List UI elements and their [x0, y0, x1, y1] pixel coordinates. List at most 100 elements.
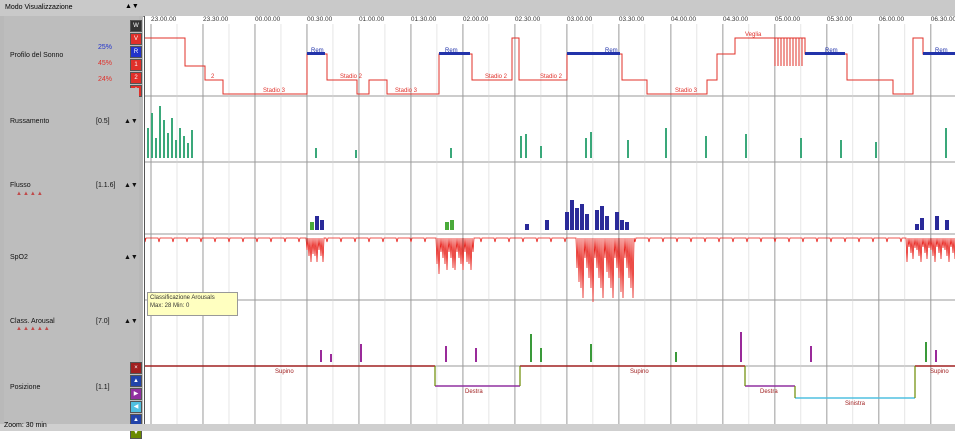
time-tick-label: 05.00.00: [774, 16, 801, 23]
position-text: Destra: [465, 389, 483, 395]
flow-event-bar: [445, 222, 449, 230]
arousal-mark: [675, 352, 677, 362]
position-text: Supino: [630, 369, 649, 375]
rem-bar: [567, 52, 620, 55]
arousal-scale: [7.0]: [96, 318, 110, 325]
stage-button-w[interactable]: W: [130, 20, 142, 32]
stage-button-v[interactable]: V: [130, 33, 142, 45]
arousal-mark: [475, 348, 477, 362]
flow-label: Flusso: [10, 182, 31, 189]
snore-bar: [171, 118, 173, 158]
snore-bar: [191, 130, 193, 158]
arousal-tooltip-values: Max: 28 Min: 0: [150, 303, 190, 309]
arousal-mark: [925, 342, 927, 362]
arousal-mark: [590, 344, 592, 362]
stage-label: Stadio 3: [395, 88, 418, 94]
flow-event-bar: [625, 222, 629, 230]
signal-traces: 2 Stadio 3 Stadio 2 Stadio 3 Rem Rem Rem Rem Rem…: [145, 24, 955, 424]
flow-row: Flusso ▲▲▲▲ [1.1.6] ▲▼: [4, 154, 139, 227]
stage-label: Rem: [605, 48, 618, 54]
snore-bar: [590, 132, 592, 158]
stage-label: Stadio 3: [263, 88, 286, 94]
bottom-scrollbar[interactable]: Zoom: 30 min: [0, 422, 955, 431]
time-tick-label: 03.00.00: [566, 16, 593, 23]
stage-button-r[interactable]: R: [130, 46, 142, 58]
display-mode-label[interactable]: Modo Visualizzazione: [5, 4, 73, 11]
snore-bar: [179, 128, 181, 158]
stage-button-1[interactable]: 1: [130, 59, 142, 71]
flow-event-bar: [615, 212, 619, 230]
arousal-scale-arrows[interactable]: ▲▼: [124, 318, 138, 325]
snore-bar: [183, 136, 185, 158]
arousal-tooltip-title: Classificazione Arousals: [150, 295, 215, 301]
arousal-mark: [320, 350, 322, 362]
time-tick-label: 02.00.00: [462, 16, 489, 23]
snore-bar: [705, 136, 707, 158]
flow-event-bar: [575, 208, 579, 230]
sleep-profile-row: Profilo del Sonno 25% 45% 24% W V R 1 2 …: [4, 16, 142, 97]
signal-plot-area[interactable]: 23.00.00 23.30.00 00.00.00 00.30.00 01.00.00…: [144, 16, 955, 424]
flow-scale: [1.1.6]: [96, 182, 116, 189]
time-tick-label: 04.00.00: [670, 16, 697, 23]
snore-bar: [585, 138, 587, 158]
stage-label: Stadio 3: [675, 88, 698, 94]
flow-scale-arrows[interactable]: ▲▼: [124, 182, 138, 189]
flow-event-bar: [545, 220, 549, 230]
snore-bar: [627, 140, 629, 158]
flow-event-bar: [450, 220, 454, 230]
time-tick-label: 06.00.00: [878, 16, 905, 23]
position-button-2[interactable]: ▲: [130, 375, 142, 387]
stage-button-2[interactable]: 2: [130, 72, 142, 84]
rem-bar: [805, 52, 845, 55]
flow-event-bar: [945, 220, 949, 230]
mode-scroll-arrows[interactable]: ▲▼: [125, 3, 139, 10]
position-text: Supino: [275, 369, 294, 375]
flow-legend-icon: ▲▲▲▲: [16, 191, 44, 197]
arousal-label: Class. Arousal: [10, 318, 55, 325]
arousal-mark: [810, 346, 812, 362]
flow-event-bar: [935, 216, 939, 230]
snore-row: Russamento [0.5] ▲▼: [4, 88, 139, 155]
stage-label: Stadio 2: [540, 74, 563, 80]
position-button-4[interactable]: ◀: [130, 401, 142, 413]
position-text: Supino: [930, 369, 949, 375]
time-tick-label: 03.30.00: [618, 16, 645, 23]
position-button-1[interactable]: ×: [130, 362, 142, 374]
time-tick-label: 01.00.00: [358, 16, 385, 23]
snore-bar: [450, 148, 452, 158]
zoom-label: Zoom: 30 min: [4, 422, 47, 429]
stage-button-column: W V R 1 2 3: [130, 20, 142, 98]
snore-bar: [315, 148, 317, 158]
flow-event-bar: [525, 224, 529, 230]
time-tick-label: 02.30.00: [514, 16, 541, 23]
time-tick-label: 06.30.00: [930, 16, 955, 23]
snore-bar: [840, 140, 842, 158]
snore-bar: [540, 146, 542, 158]
arousal-legend-icon: ▲▲▲▲▲: [16, 326, 51, 332]
stage-label: Rem: [935, 48, 948, 54]
position-row: Posizione [1.1] × ▲ ▶ ◀ ▲ ▼: [4, 358, 142, 439]
snore-bar: [163, 120, 165, 158]
stage-label: Rem: [825, 48, 838, 54]
snore-scale: [0.5]: [96, 118, 110, 125]
sleep-profile-label: Profilo del Sonno: [10, 52, 64, 59]
snore-label: Russamento: [10, 118, 50, 125]
top-toolbar: Modo Visualizzazione ▲▼: [0, 0, 955, 17]
rem-bar: [439, 52, 470, 55]
flow-event-bar: [310, 222, 314, 230]
arousal-row: Class. Arousal ▲▲▲▲▲ [7.0] ▲▼: [4, 292, 139, 359]
position-button-3[interactable]: ▶: [130, 388, 142, 400]
time-tick-label: 23.30.00: [202, 16, 229, 23]
snore-scale-arrows[interactable]: ▲▼: [124, 118, 138, 125]
stage-label: Stadio 2: [340, 74, 363, 80]
time-tick-label: 01.30.00: [410, 16, 437, 23]
arousal-mark: [530, 334, 532, 362]
arousal-mark: [540, 348, 542, 362]
spo2-scale-arrows[interactable]: ▲▼: [124, 254, 138, 261]
flow-event-bar: [565, 212, 569, 230]
time-tick-label: 04.30.00: [722, 16, 749, 23]
time-axis: 23.00.00 23.30.00 00.00.00 00.30.00 01.00.00…: [145, 16, 955, 24]
rem-percent: 25%: [98, 44, 113, 51]
flow-event-bar: [315, 216, 319, 230]
stage-label: Rem: [445, 48, 458, 54]
